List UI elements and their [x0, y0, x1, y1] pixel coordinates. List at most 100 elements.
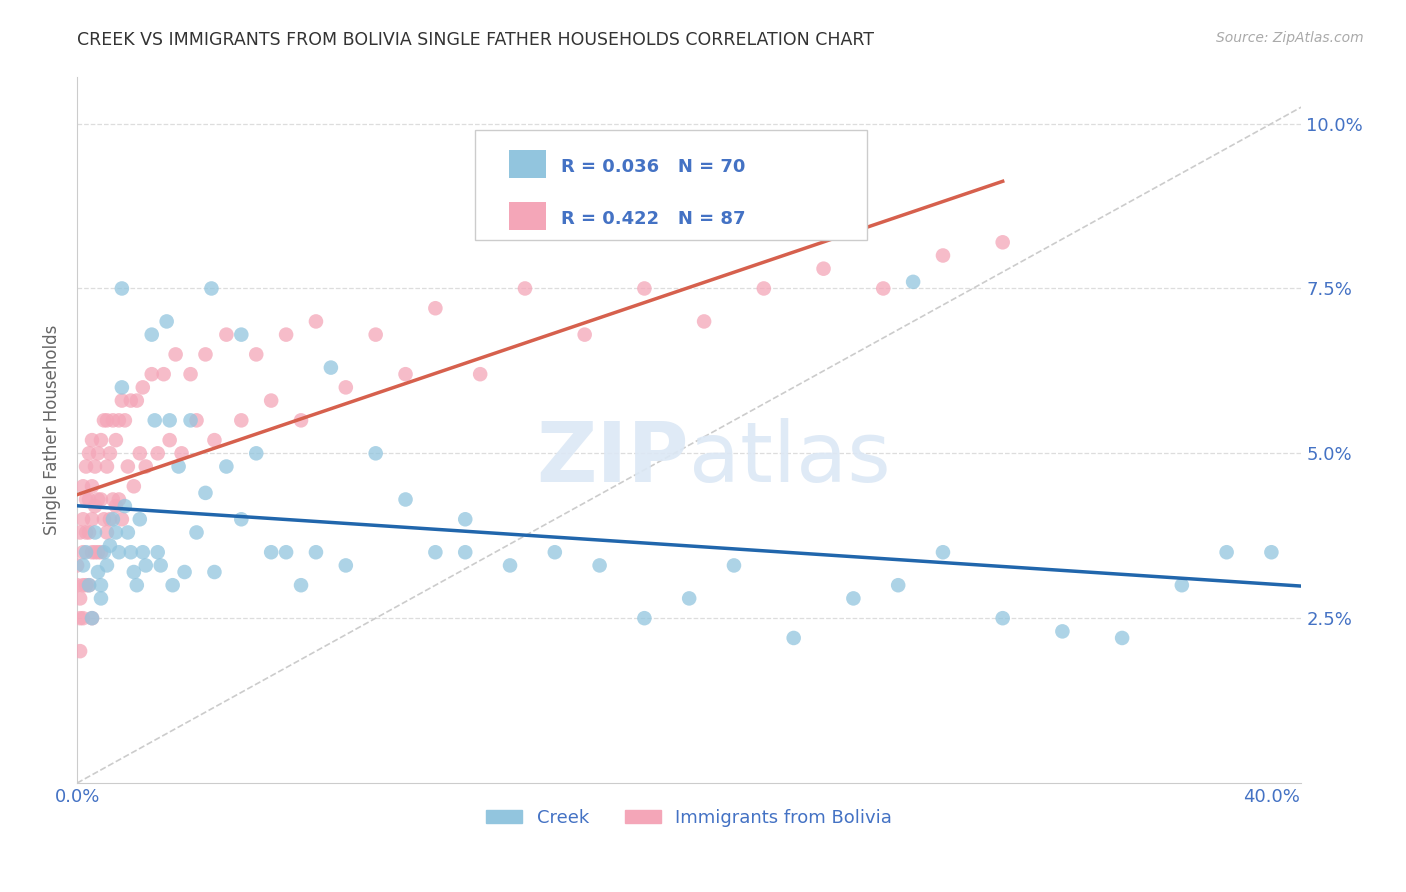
- Point: [69, 644, 91, 658]
- Point: [72, 512, 94, 526]
- Point: [588, 558, 610, 573]
- Point: [290, 413, 312, 427]
- Point: [186, 525, 208, 540]
- Point: [305, 314, 328, 328]
- Point: [125, 578, 148, 592]
- Point: [335, 558, 357, 573]
- Text: R = 0.036   N = 70: R = 0.036 N = 70: [561, 158, 745, 176]
- Point: [470, 367, 492, 381]
- Point: [87, 545, 110, 559]
- Point: [842, 591, 865, 606]
- Point: [260, 545, 283, 559]
- Point: [80, 611, 103, 625]
- Point: [84, 525, 107, 540]
- Point: [98, 539, 121, 553]
- Point: [394, 367, 416, 381]
- Point: [84, 459, 107, 474]
- Point: [1215, 545, 1237, 559]
- Point: [84, 545, 107, 559]
- Point: [132, 545, 155, 559]
- Point: [98, 512, 121, 526]
- Point: [77, 446, 100, 460]
- Point: [80, 479, 103, 493]
- Point: [633, 611, 655, 625]
- Point: [114, 413, 136, 427]
- Point: [215, 459, 238, 474]
- Text: Source: ZipAtlas.com: Source: ZipAtlas.com: [1216, 31, 1364, 45]
- Point: [180, 367, 202, 381]
- Point: [84, 499, 107, 513]
- Point: [1111, 631, 1133, 645]
- Point: [454, 512, 477, 526]
- Point: [120, 545, 142, 559]
- Point: [87, 446, 110, 460]
- Point: [245, 446, 267, 460]
- Point: [66, 578, 89, 592]
- Point: [117, 525, 139, 540]
- Point: [135, 459, 157, 474]
- Point: [72, 558, 94, 573]
- Point: [87, 565, 110, 579]
- Point: [204, 433, 226, 447]
- Point: [165, 347, 187, 361]
- Point: [132, 380, 155, 394]
- FancyBboxPatch shape: [509, 202, 546, 230]
- Point: [454, 545, 477, 559]
- Point: [364, 446, 387, 460]
- Point: [200, 281, 222, 295]
- Point: [887, 578, 910, 592]
- Point: [125, 393, 148, 408]
- Point: [75, 525, 97, 540]
- Point: [274, 327, 297, 342]
- Point: [574, 327, 596, 342]
- Point: [80, 611, 103, 625]
- Point: [69, 525, 91, 540]
- Point: [932, 545, 955, 559]
- Point: [75, 578, 97, 592]
- FancyBboxPatch shape: [509, 150, 546, 178]
- Point: [75, 492, 97, 507]
- Point: [159, 413, 181, 427]
- Point: [215, 327, 238, 342]
- Point: [93, 512, 115, 526]
- Point: [104, 499, 127, 513]
- Point: [108, 413, 131, 427]
- Point: [194, 347, 217, 361]
- Point: [752, 281, 775, 295]
- Point: [72, 578, 94, 592]
- Point: [991, 611, 1014, 625]
- Text: atlas: atlas: [689, 418, 891, 499]
- Point: [108, 492, 131, 507]
- Point: [335, 380, 357, 394]
- Point: [96, 525, 118, 540]
- Point: [319, 360, 342, 375]
- Point: [111, 393, 134, 408]
- Point: [1171, 578, 1194, 592]
- Point: [120, 393, 142, 408]
- Point: [96, 459, 118, 474]
- Point: [80, 433, 103, 447]
- Point: [231, 512, 253, 526]
- Point: [1052, 624, 1074, 639]
- Point: [143, 413, 166, 427]
- Point: [693, 314, 716, 328]
- Point: [72, 545, 94, 559]
- Point: [135, 558, 157, 573]
- Point: [180, 413, 202, 427]
- Point: [141, 327, 163, 342]
- Point: [162, 578, 184, 592]
- Point: [167, 459, 190, 474]
- Point: [128, 512, 150, 526]
- Point: [80, 545, 103, 559]
- Point: [75, 459, 97, 474]
- Point: [72, 479, 94, 493]
- Point: [117, 459, 139, 474]
- Point: [260, 393, 283, 408]
- Point: [156, 314, 179, 328]
- Point: [394, 492, 416, 507]
- Point: [872, 281, 894, 295]
- Point: [101, 492, 124, 507]
- Point: [98, 446, 121, 460]
- Point: [69, 591, 91, 606]
- Point: [932, 248, 955, 262]
